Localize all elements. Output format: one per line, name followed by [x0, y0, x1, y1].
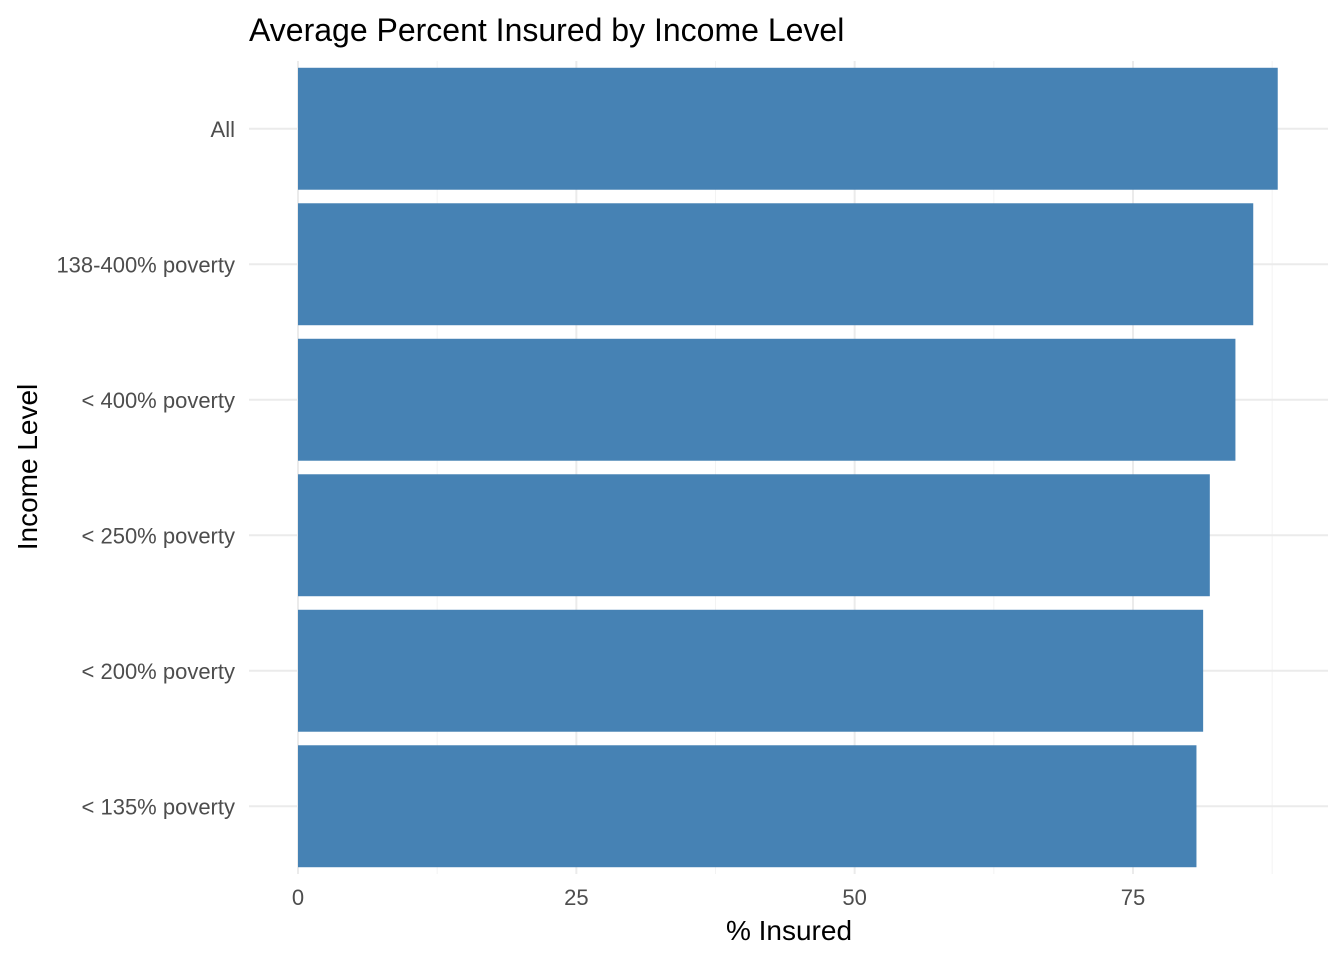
x-axis-tick-labels: 0 25 50 75 [292, 885, 1145, 910]
y-tick-label: < 135% poverty [82, 794, 235, 819]
x-tick-label: 0 [292, 885, 304, 910]
y-tick-label: 138-400% poverty [56, 252, 235, 277]
chart-title: Average Percent Insured by Income Level [249, 12, 844, 48]
x-tick-label: 25 [564, 885, 588, 910]
x-axis-title: % Insured [726, 915, 852, 946]
bar [298, 67, 1278, 190]
y-axis-title: Income Level [12, 384, 43, 551]
bar [298, 745, 1197, 868]
bar [298, 609, 1204, 732]
x-tick-label: 75 [1121, 885, 1145, 910]
y-tick-label: < 250% poverty [82, 523, 235, 548]
y-tick-label: All [211, 117, 235, 142]
x-tick-label: 50 [842, 885, 866, 910]
bars [298, 67, 1278, 868]
bar [298, 338, 1236, 461]
bar [298, 474, 1210, 597]
y-tick-label: < 200% poverty [82, 659, 235, 684]
y-tick-label: < 400% poverty [82, 388, 235, 413]
bar [298, 203, 1254, 326]
y-axis-tick-labels: All 138-400% poverty < 400% poverty < 250% … [56, 117, 235, 820]
